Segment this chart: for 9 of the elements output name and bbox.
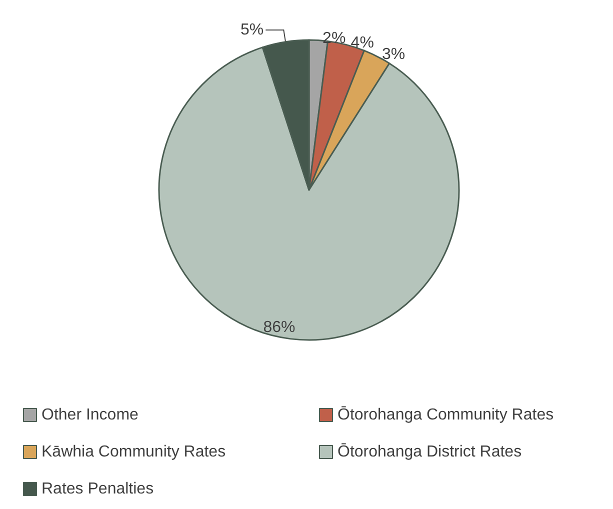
legend-label: Other Income: [42, 406, 139, 424]
data-label: 5%: [240, 21, 264, 38]
data-label: 86%: [263, 318, 296, 336]
data-label: 3%: [382, 46, 406, 64]
legend-label: Ōtorohanga District Rates: [338, 442, 522, 460]
data-label: 4%: [350, 34, 374, 52]
legend-label: Ōtorohanga Community Rates: [338, 406, 554, 424]
legend-label: Rates Penalties: [42, 480, 154, 498]
legend-label: Kāwhia Community Rates: [42, 444, 226, 460]
